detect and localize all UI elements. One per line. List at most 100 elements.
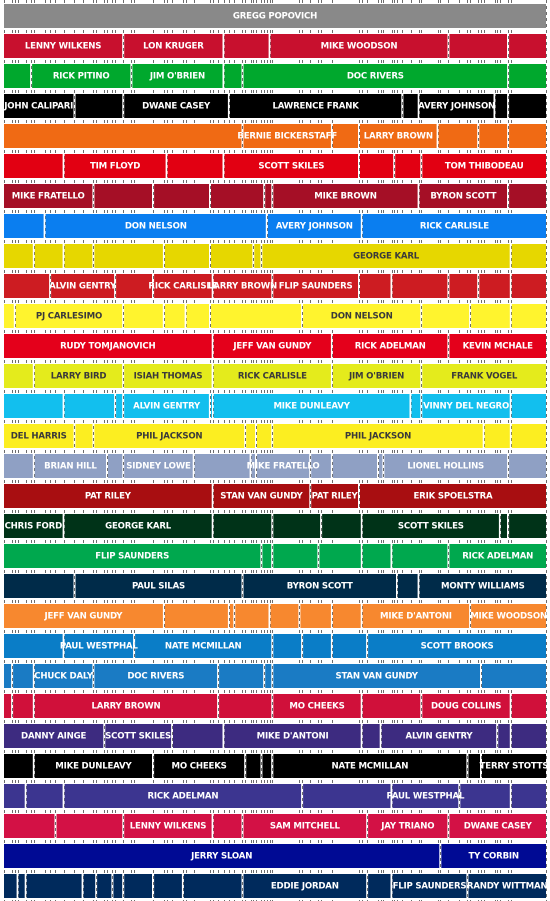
tenure-bar [34, 664, 93, 688]
coach-label: BRIAN HILL [44, 462, 97, 472]
tenure-bar [509, 64, 546, 88]
tenure-bar [303, 304, 421, 328]
coach-label: KEVIN MCHALE [463, 342, 534, 352]
tenure-bar [164, 604, 228, 628]
tenure-bar [4, 184, 93, 208]
tenure-bar [381, 724, 497, 748]
coach-label: DANNY AINGE [21, 732, 86, 742]
tenure-bar [154, 874, 182, 898]
tenure-bar [511, 424, 546, 448]
coach-label: MIKE WOODSON [470, 612, 547, 622]
coach-label: DOC RIVERS [127, 672, 184, 682]
tenure-bar [360, 124, 437, 148]
tenure-bar [482, 664, 546, 688]
tenure-bar [211, 244, 253, 268]
tenure-bar [4, 484, 212, 508]
tenure-bar [45, 214, 266, 238]
tenure-bar [75, 94, 123, 118]
tenure-bar [273, 754, 467, 778]
tenure-bar [251, 454, 255, 478]
tenure-bar [32, 64, 131, 88]
tenure-bar [392, 784, 459, 808]
coach-label: DON NELSON [331, 312, 393, 322]
coach-label: RICK CARLISLE [420, 222, 489, 232]
tenure-bar [164, 304, 185, 328]
coach-label: MIKE WOODSON [321, 42, 398, 52]
coach-label: BERNIE BICKERSTAFF [237, 132, 337, 142]
tenure-bar [362, 514, 499, 538]
tenure-bar [498, 724, 510, 748]
tenure-bar [34, 244, 63, 268]
tenure-bar [509, 124, 546, 148]
tenure-bar [75, 574, 242, 598]
tenure-bar [368, 634, 546, 658]
tenure-bar [368, 874, 391, 898]
tenure-bar [392, 874, 467, 898]
coach-label: LAWRENCE FRANK [272, 102, 359, 112]
coach-label: JIM O'BRIEN [149, 72, 205, 82]
tenure-bar [509, 34, 546, 58]
tenure-bar [135, 634, 272, 658]
tenure-bar [303, 634, 331, 658]
tenure-bar [419, 184, 507, 208]
tenure-bar [4, 454, 33, 478]
coach-label: SCOTT SKILES [105, 732, 171, 742]
tenure-bar [403, 94, 418, 118]
tenure-bar [360, 484, 546, 508]
tenure-bar [511, 304, 546, 328]
coach-label: STAN VAN GUNDY [335, 672, 418, 682]
coach-label: TERRY STOTTS [480, 762, 549, 772]
tenure-bar [34, 754, 152, 778]
tenure-bar [332, 364, 421, 388]
tenure-bar [449, 814, 546, 838]
tenure-bar [471, 304, 510, 328]
tenure-bar [124, 34, 223, 58]
tenure-bar [64, 514, 212, 538]
tenure-bar [509, 184, 546, 208]
tenure-bar [64, 154, 166, 178]
tenure-bar [419, 574, 546, 598]
tenure-bar [105, 724, 172, 748]
coach-label: ALVIN GENTRY [49, 282, 117, 292]
tenure-bar [4, 784, 25, 808]
tenure-bar [113, 874, 123, 898]
tenure-bar [94, 184, 152, 208]
tenure-bar [262, 754, 272, 778]
tenure-bar [124, 394, 209, 418]
tenure-bar [224, 34, 269, 58]
tenure-bar [4, 574, 74, 598]
tenure-bar [4, 34, 123, 58]
coach-label: PAT RILEY [85, 492, 132, 502]
tenure-bar [482, 754, 546, 778]
tenure-bar [116, 274, 152, 298]
tenure-bar [4, 274, 50, 298]
tenure-bar [438, 124, 478, 148]
tenure-bar [219, 694, 272, 718]
tenure-bar [511, 394, 546, 418]
coach-label: AVERY JOHNSON [418, 102, 495, 112]
tenure-bar [15, 304, 123, 328]
tenure-bar [13, 694, 33, 718]
tenure-bar [173, 724, 223, 748]
tenure-bar [4, 634, 63, 658]
coach-label: TY CORBIN [468, 852, 518, 862]
tenure-bar [64, 244, 93, 268]
tenure-bar [332, 634, 367, 658]
tenure-bar [164, 244, 209, 268]
tenure-bar [83, 874, 96, 898]
tenure-bar [422, 304, 470, 328]
tenure-bar [154, 754, 245, 778]
coach-label: RICK ADELMAN [147, 792, 218, 802]
tenure-bar [479, 274, 510, 298]
tenure-bar [26, 874, 82, 898]
tenure-bar [4, 94, 74, 118]
tenure-bar [94, 424, 245, 448]
coach-label: JIM O'BRIEN [348, 372, 404, 382]
coach-label: LON KRUGER [143, 42, 204, 52]
coach-label: MO CHEEKS [172, 762, 227, 772]
tenure-bar [265, 664, 272, 688]
tenure-bar [34, 364, 123, 388]
tenure-bar [213, 514, 272, 538]
tenure-bar [509, 454, 546, 478]
